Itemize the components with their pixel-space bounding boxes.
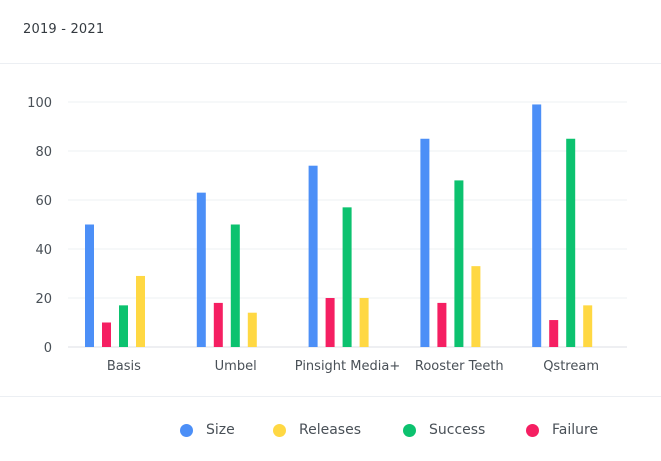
bar-releases-2[interactable]	[247, 312, 257, 347]
y-tick-label: 60	[35, 194, 52, 209]
legend-label: Failure	[552, 422, 599, 438]
bar-releases-5[interactable]	[583, 305, 593, 347]
card-header: 2019 - 2021	[0, 0, 661, 64]
x-tick-label: Qstream	[543, 359, 599, 374]
card-title: 2019 - 2021	[23, 22, 105, 37]
legend-label: Releases	[299, 422, 361, 438]
bar-releases-1[interactable]	[136, 275, 145, 347]
legend-label: Size	[206, 422, 235, 438]
bar-size-2[interactable]	[196, 192, 206, 347]
bar-success-2[interactable]	[230, 224, 240, 348]
bar-failure-4[interactable]	[437, 302, 447, 347]
y-tick-label: 0	[44, 341, 52, 356]
bar-success-3[interactable]	[342, 207, 352, 347]
chart-legend: Size Releases Success Failure	[0, 418, 661, 442]
y-tick-label: 80	[35, 145, 52, 160]
x-tick-label: Pinsight Media+	[295, 359, 400, 374]
x-tick-label: Rooster Teeth	[415, 359, 504, 374]
bar-size-5[interactable]	[532, 104, 542, 347]
legend-item-failure[interactable]: Failure	[526, 418, 598, 442]
bar-size-4[interactable]	[420, 138, 430, 347]
bar-success-5[interactable]	[566, 138, 576, 347]
legend-label: Success	[429, 422, 486, 438]
bar-size-1[interactable]	[85, 224, 94, 348]
legend-item-releases[interactable]: Releases	[273, 418, 361, 442]
x-tick-label: Basis	[107, 359, 141, 374]
bar-failure-5[interactable]	[549, 320, 559, 347]
bar-failure-2[interactable]	[213, 302, 223, 347]
bar-releases-4[interactable]	[471, 266, 481, 347]
x-tick-label: Umbel	[215, 359, 257, 374]
bar-chart: 0 20 40 60 80 100 Basis Umbel Pinsight Media+ Roo…	[27, 96, 627, 374]
bar-size-3[interactable]	[308, 165, 318, 347]
legend-item-size[interactable]: Size	[180, 418, 235, 442]
bar-failure-3[interactable]	[325, 298, 335, 347]
y-tick-label: 100	[27, 96, 52, 111]
legend-dot-icon	[403, 423, 416, 437]
legend-dot-icon	[180, 423, 193, 437]
bar-releases-3[interactable]	[359, 298, 369, 347]
legend-dot-icon	[526, 423, 539, 437]
y-tick-label: 20	[35, 292, 52, 307]
bar-failure-1[interactable]	[102, 322, 111, 348]
y-tick-label: 40	[35, 243, 52, 258]
legend-dot-icon	[273, 423, 286, 437]
footer-divider	[0, 396, 661, 397]
bar-success-4[interactable]	[454, 180, 464, 347]
bar-success-1[interactable]	[119, 305, 128, 347]
legend-item-success[interactable]: Success	[403, 418, 485, 442]
